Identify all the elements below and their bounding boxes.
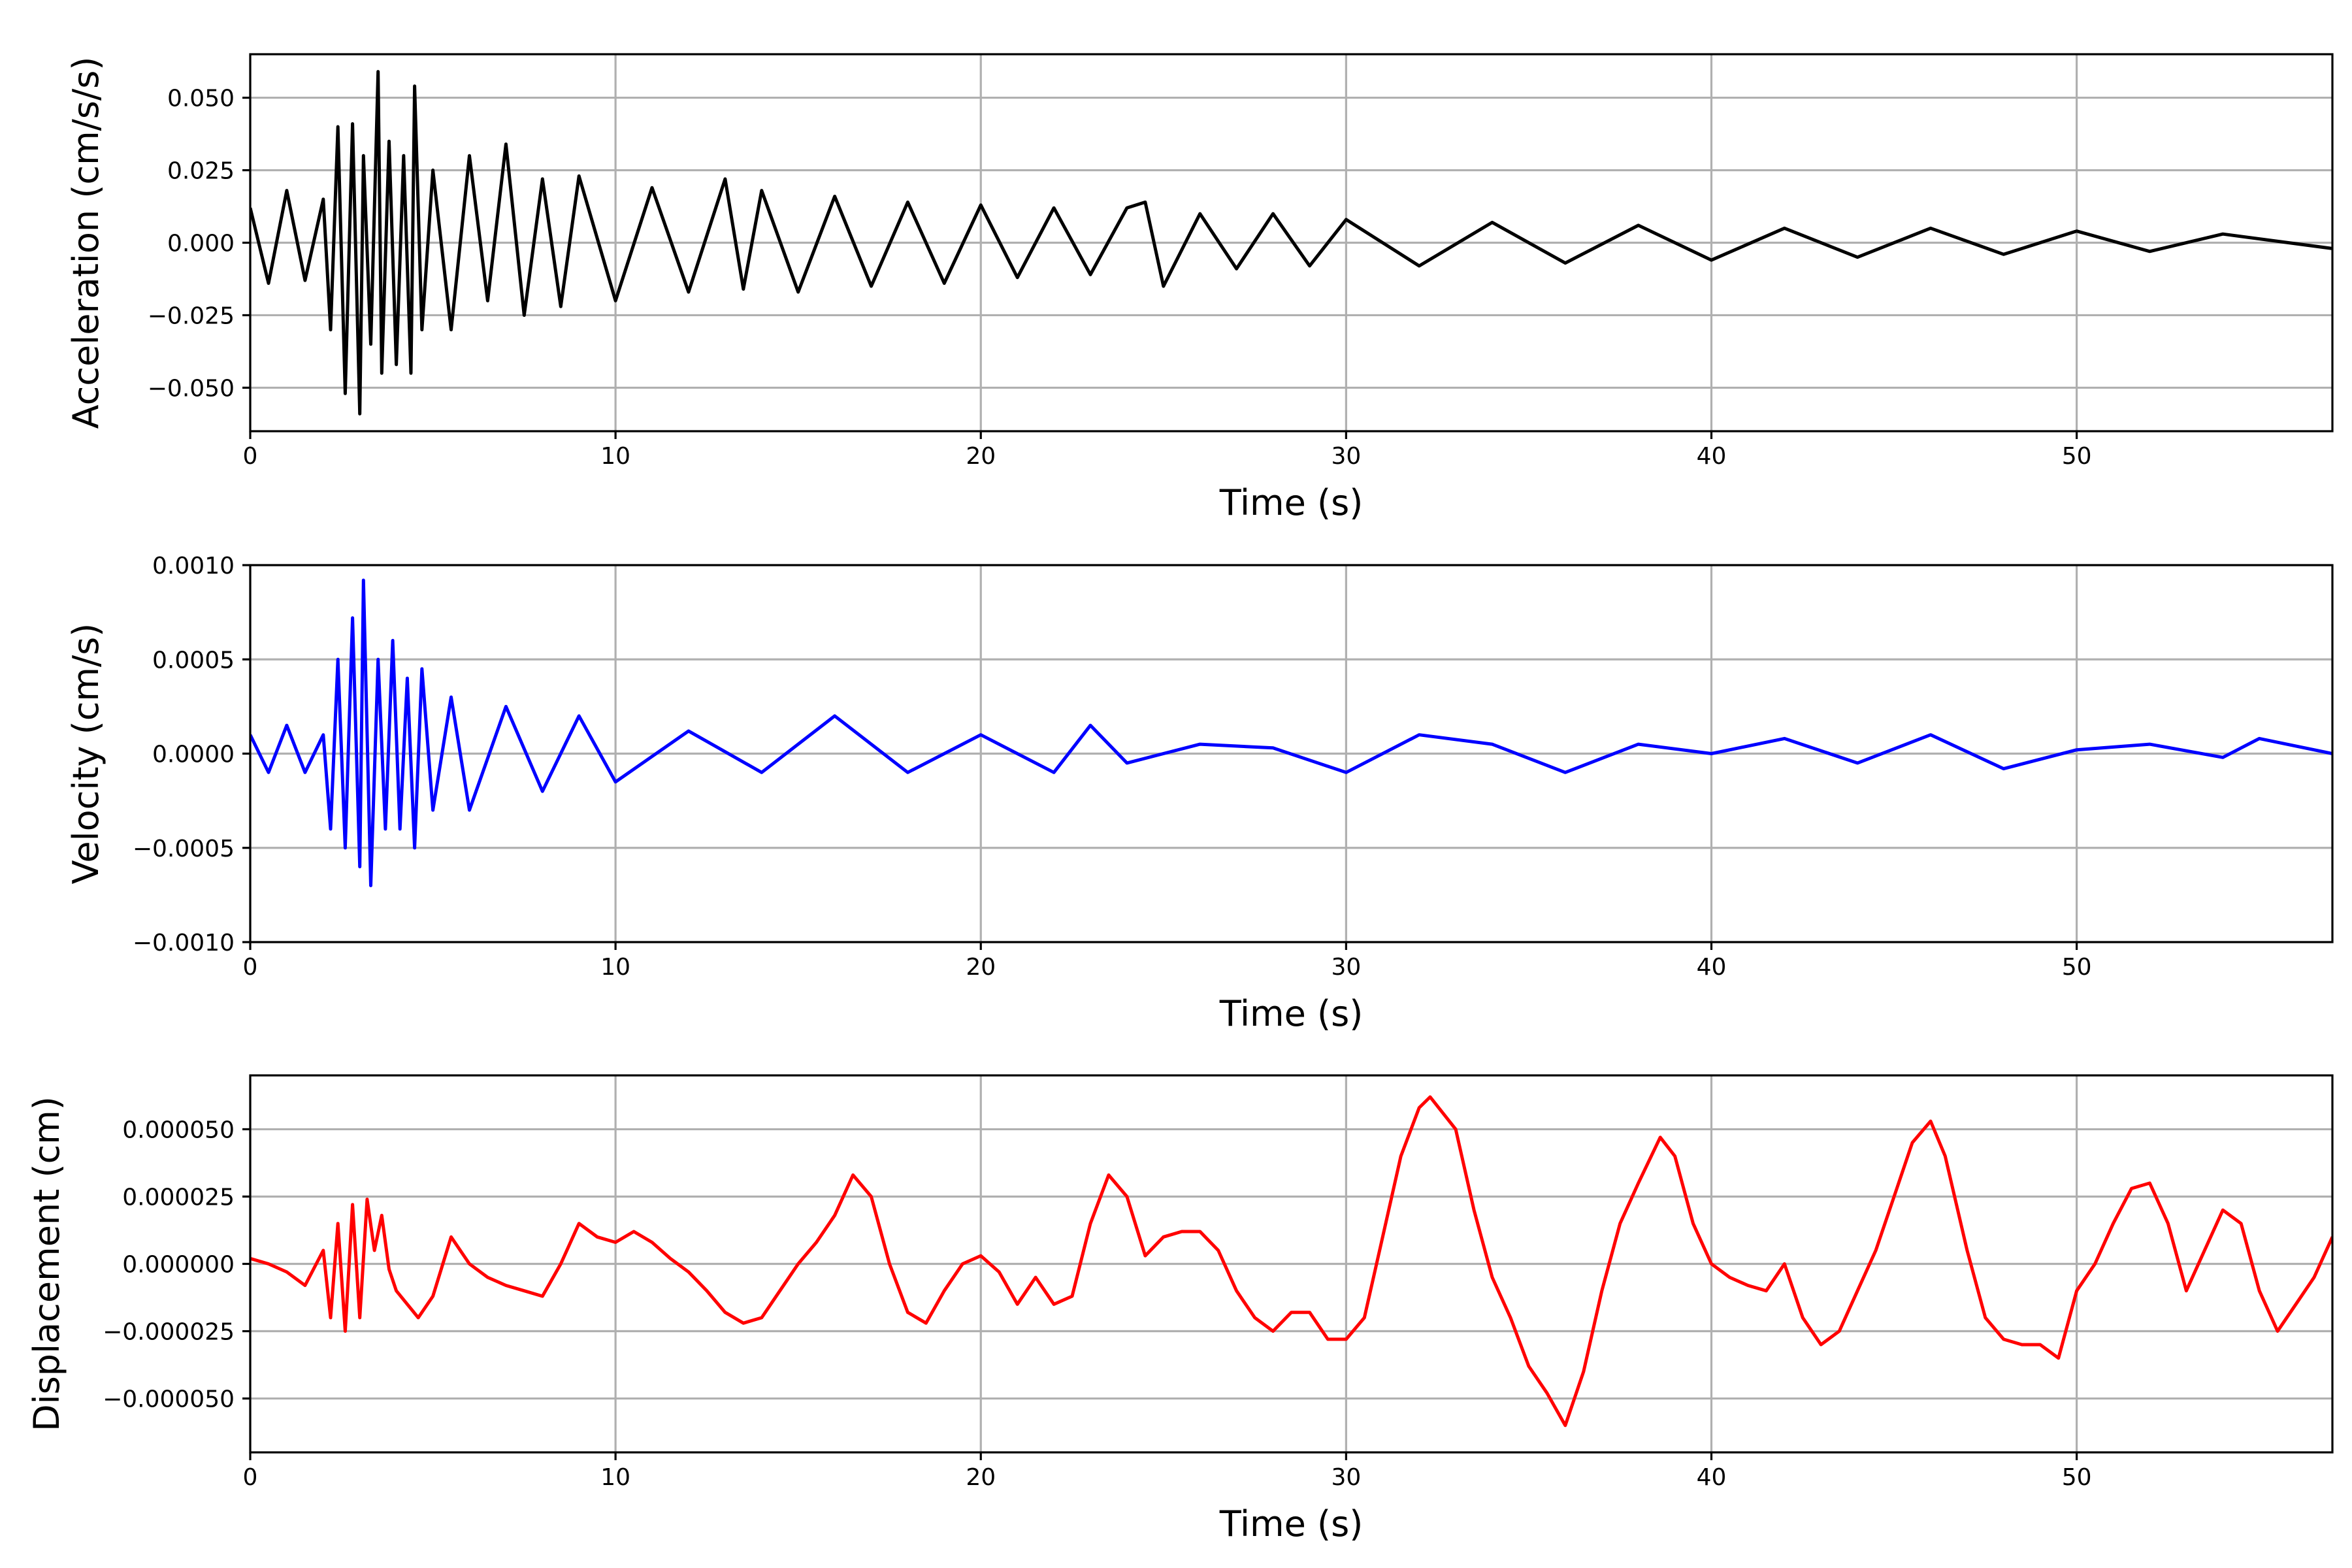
displacement-y-tick-label: 0.000000 [122, 1252, 235, 1279]
acceleration-x-tick-label: 10 [600, 443, 630, 470]
velocity-y-tick-label: −0.0005 [133, 836, 235, 862]
velocity-y-tick-label: 0.0000 [152, 742, 235, 768]
acceleration-panel: 0 10 20 30 40 50 −0.050 −0.025 0.000 0.025 0.050 Ti… [65, 53, 2334, 523]
velocity-y-tick-label: 0.0010 [152, 553, 235, 580]
displacement-x-axis-label: Time (s) [1219, 1503, 1364, 1544]
displacement-series-line [250, 1095, 2332, 1428]
displacement-x-tick-label: 40 [1697, 1464, 1727, 1491]
velocity-x-axis-label: Time (s) [1219, 993, 1364, 1034]
displacement-panel: 0 10 20 30 40 50 −0.000050 −0.000025 0.000000 0.0… [26, 1074, 2334, 1544]
velocity-x-tick-label: 20 [966, 954, 996, 981]
acceleration-y-tick-label: −0.050 [148, 375, 235, 402]
acceleration-x-tick-label: 40 [1697, 443, 1727, 470]
acceleration-y-axis-label: Acceleration (cm/s/s) [65, 57, 106, 429]
acceleration-x-tick-label: 0 [243, 443, 258, 470]
acceleration-y-tick-label: 0.000 [167, 231, 235, 257]
displacement-y-tick-label: 0.000025 [122, 1184, 235, 1211]
displacement-x-tick-label: 50 [2062, 1464, 2092, 1491]
displacement-x-tick-label: 10 [600, 1464, 630, 1491]
acceleration-y-tick-label: 0.025 [167, 158, 235, 185]
displacement-x-tick-label: 20 [966, 1464, 996, 1491]
velocity-x-tick-label: 50 [2062, 954, 2092, 981]
displacement-y-tick-label: −0.000025 [103, 1319, 235, 1346]
velocity-x-tick-label: 40 [1697, 954, 1727, 981]
displacement-x-tick-label: 30 [1331, 1464, 1361, 1491]
velocity-y-tick-label: 0.0005 [152, 647, 235, 674]
velocity-x-tick-label: 0 [243, 954, 258, 981]
acceleration-series-line [250, 70, 2332, 416]
acceleration-y-tick-label: 0.050 [167, 86, 235, 112]
velocity-panel: 0 10 20 30 40 50 −0.0010 −0.0005 0.0000 0.0005 0.0… [65, 553, 2334, 1034]
velocity-series-line [250, 578, 2332, 887]
acceleration-x-tick-label: 20 [966, 443, 996, 470]
velocity-y-tick-label: −0.0010 [133, 930, 235, 956]
acceleration-y-tick-label: −0.025 [148, 302, 235, 329]
displacement-y-tick-label: 0.000050 [122, 1117, 235, 1143]
displacement-x-tick-label: 0 [243, 1464, 258, 1491]
velocity-y-axis-label: Velocity (cm/s) [65, 623, 106, 885]
acceleration-x-axis-label: Time (s) [1219, 482, 1364, 523]
velocity-x-tick-label: 30 [1331, 954, 1361, 981]
displacement-y-tick-label: −0.000050 [103, 1386, 235, 1413]
acceleration-x-tick-label: 50 [2062, 443, 2092, 470]
velocity-x-tick-label: 10 [600, 954, 630, 981]
acceleration-x-tick-label: 30 [1331, 443, 1361, 470]
displacement-y-axis-label: Displacement (cm) [26, 1096, 67, 1431]
